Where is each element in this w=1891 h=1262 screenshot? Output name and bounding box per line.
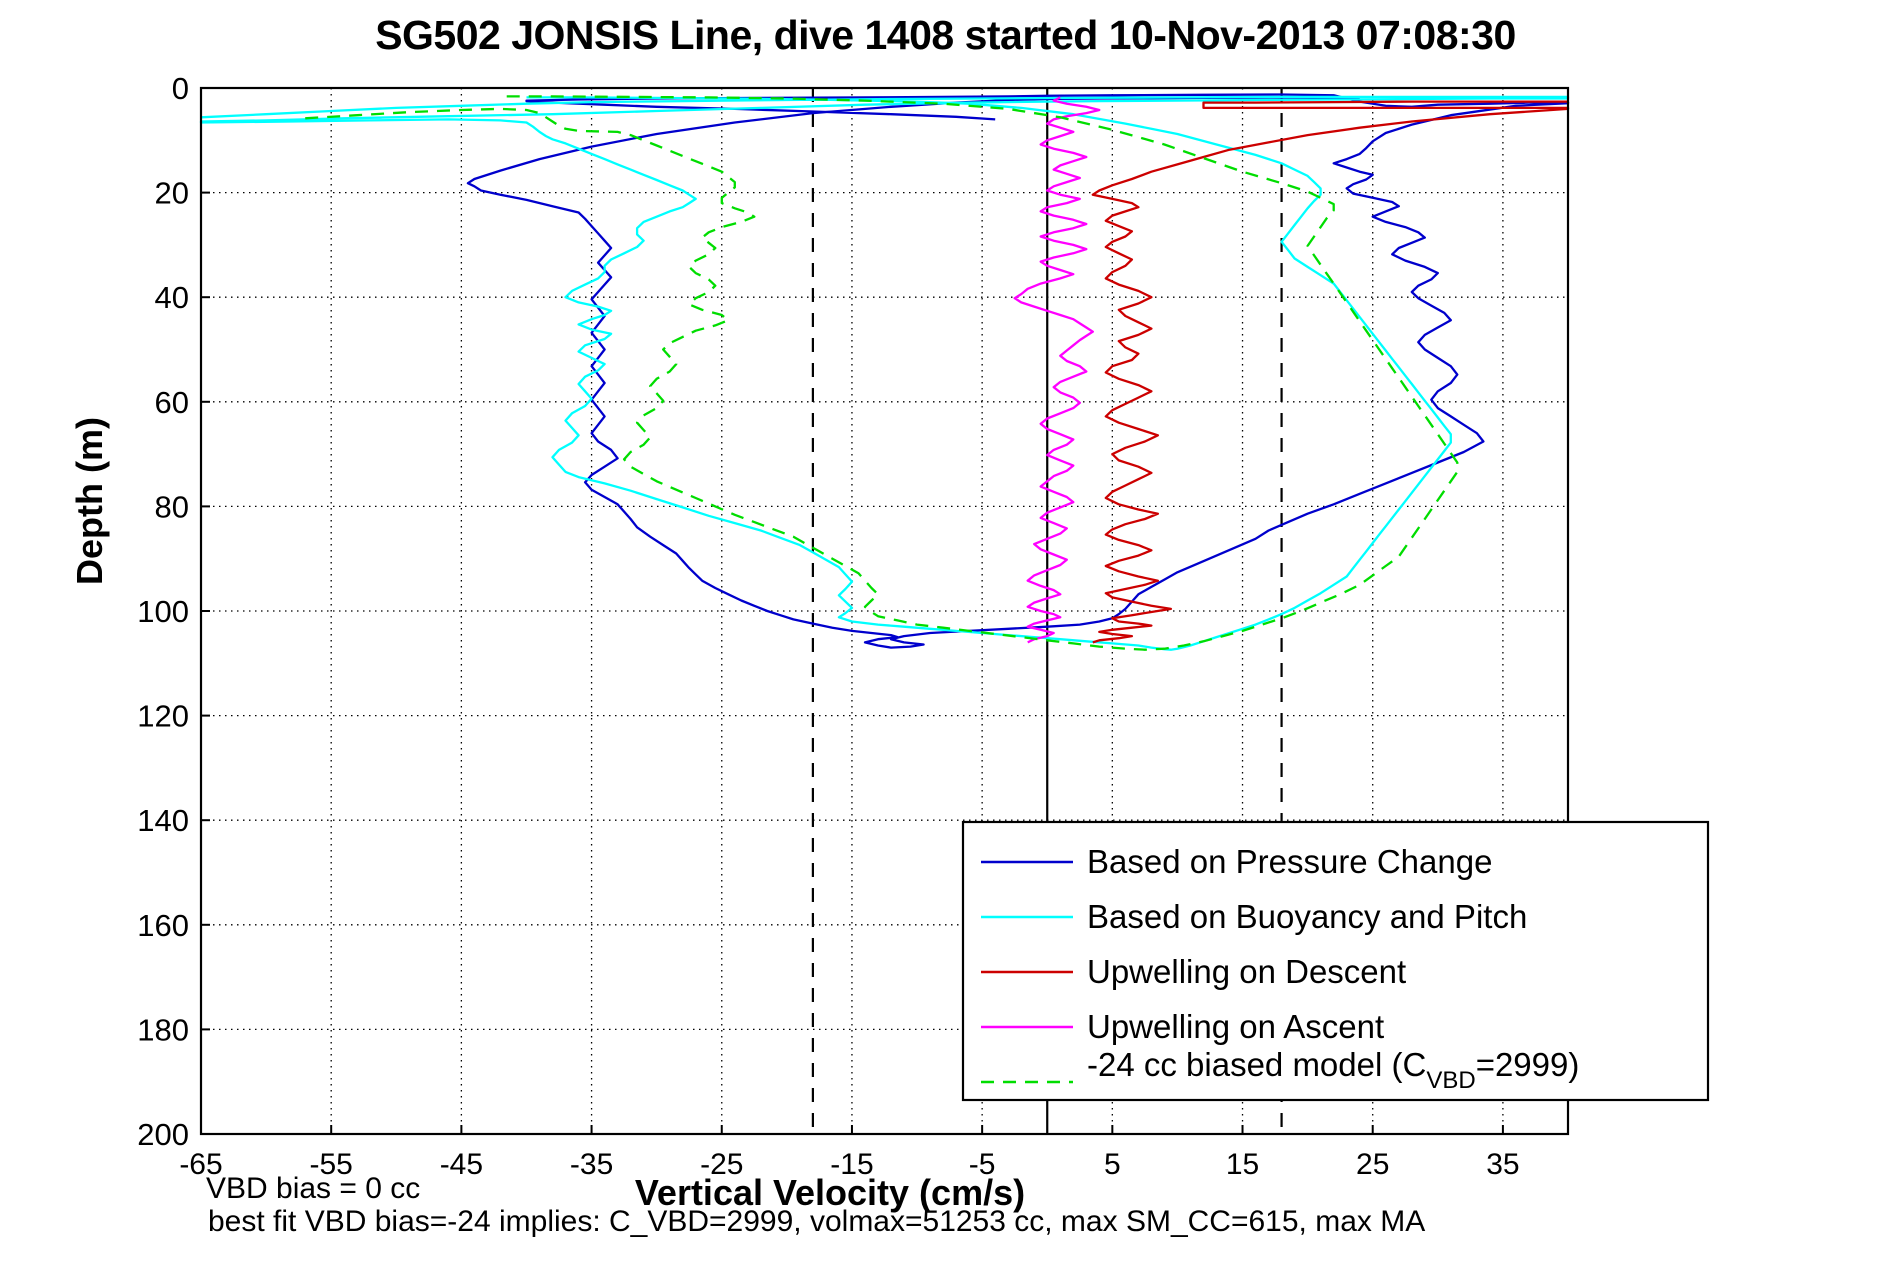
x-tick-label: -65 <box>179 1148 222 1181</box>
series-path-4 <box>305 95 1459 651</box>
x-tick-label: -35 <box>570 1148 613 1181</box>
series-path-2 <box>1091 100 1570 644</box>
vbd-bias-annotation: VBD bias = 0 cc <box>206 1172 421 1205</box>
x-tick-label: 35 <box>1486 1148 1519 1181</box>
x-tick-label: -5 <box>969 1148 996 1181</box>
y-tick-label: 200 <box>137 1117 189 1152</box>
data-series-layer <box>199 93 1570 651</box>
y-tick-label: 180 <box>137 1012 189 1047</box>
legend-box[interactable]: Based on Pressure Change Based on Buoyanc… <box>961 820 1710 1102</box>
x-tick-label: -45 <box>440 1148 483 1181</box>
y-tick-label: 20 <box>155 176 189 211</box>
legend-label-1: Based on Buoyancy and Pitch <box>1087 898 1527 935</box>
legend-label-2: Upwelling on Descent <box>1087 953 1406 990</box>
legend-label-0: Based on Pressure Change <box>1087 843 1492 880</box>
legend-label-3: Upwelling on Ascent <box>1087 1008 1384 1045</box>
y-tick-label: 140 <box>137 803 189 838</box>
legend-label-4: -24 cc biased model (CVBD=2999) <box>1087 1046 1579 1094</box>
y-tick-label: 0 <box>172 71 189 106</box>
series-path-3 <box>1013 96 1101 644</box>
y-tick-label: 160 <box>137 908 189 943</box>
y-tick-label: 60 <box>155 385 189 420</box>
x-tick-label: 5 <box>1104 1148 1121 1181</box>
x-tick-label: -15 <box>830 1148 873 1181</box>
footer-annotation: best fit VBD bias=-24 implies: C_VBD=299… <box>208 1205 1426 1238</box>
series-path-0 <box>466 93 1570 649</box>
y-tick-label: 120 <box>137 699 189 734</box>
chart-title: SG502 JONSIS Line, dive 1408 started 10-… <box>375 12 1516 58</box>
x-tick-label: 25 <box>1356 1148 1389 1181</box>
x-tick-label: -25 <box>700 1148 743 1181</box>
grid-layer <box>201 87 1568 1134</box>
x-tick-label: 15 <box>1226 1148 1259 1181</box>
y-tick-label: 100 <box>137 594 189 629</box>
y-tick-label: 40 <box>155 280 189 315</box>
x-tick-label: -55 <box>310 1148 353 1181</box>
x-axis-label: Vertical Velocity (cm/s) <box>634 1172 1026 1213</box>
y-tick-label: 80 <box>155 489 189 524</box>
legend-frame <box>961 820 1710 1102</box>
series-path-1 <box>199 95 1570 651</box>
axis-ticks-layer: -65 -55 -45 -35 -25 -15 -5 5 15 25 350204060801001… <box>137 71 1519 1181</box>
